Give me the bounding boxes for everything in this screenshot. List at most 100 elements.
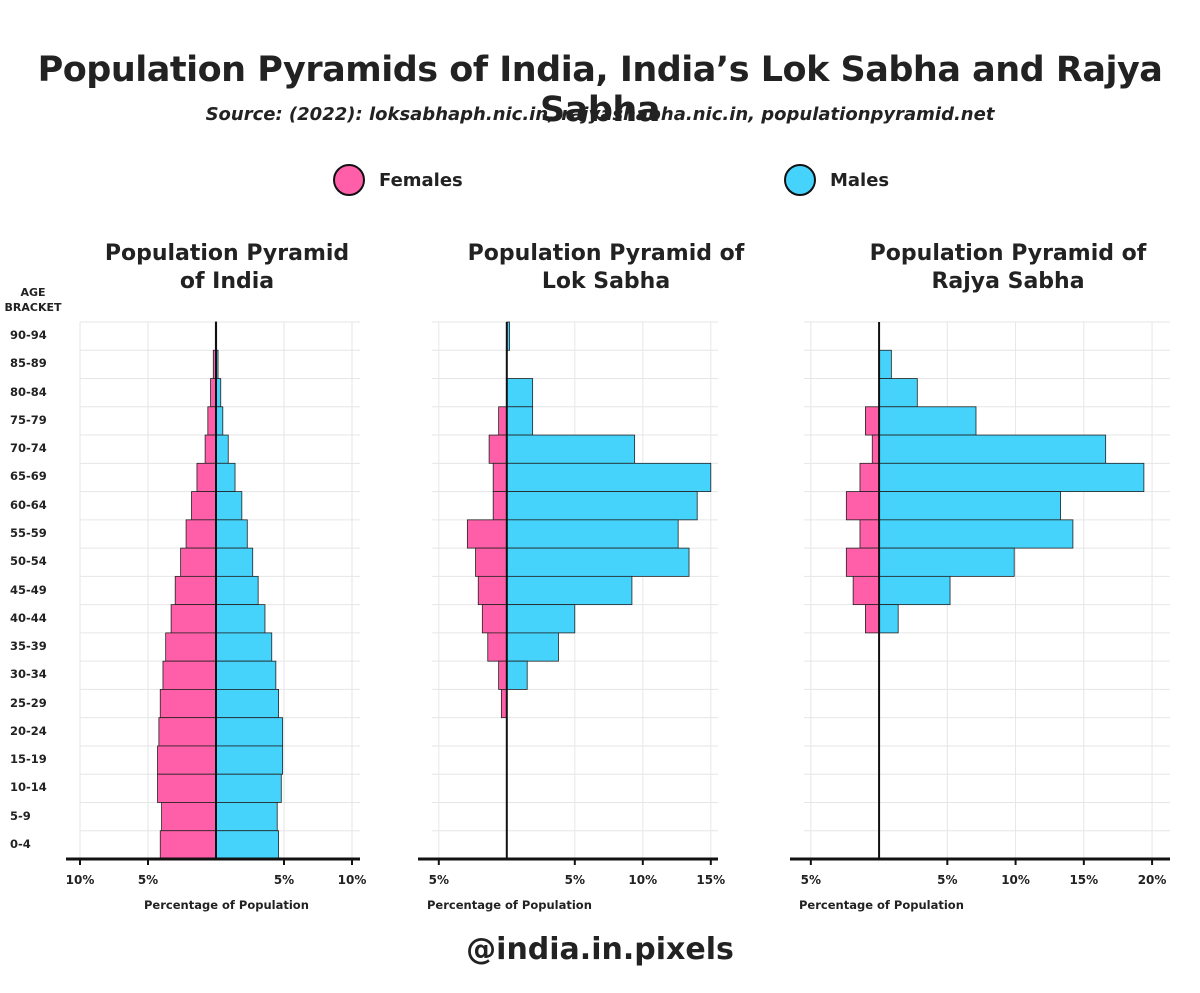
bar-males xyxy=(506,519,679,549)
bar-females xyxy=(180,547,217,577)
bar-females xyxy=(475,547,508,577)
age-label: 35-39 xyxy=(10,639,47,654)
bar-males xyxy=(878,547,1015,577)
bar-females xyxy=(487,632,508,662)
age-label: 15-19 xyxy=(10,752,47,767)
bar-males xyxy=(878,406,977,436)
legend-males: Males xyxy=(784,161,889,199)
x-axis-title: Percentage of Population xyxy=(144,898,309,912)
bar-males xyxy=(215,462,236,492)
age-axis-title-line: BRACKET xyxy=(4,301,62,314)
bar-males xyxy=(215,745,284,775)
age-label: 60-64 xyxy=(10,497,47,512)
bar-females xyxy=(845,547,880,577)
age-label: 30-34 xyxy=(10,667,47,682)
bar-females xyxy=(161,802,217,832)
x-tick-label: 20% xyxy=(1138,873,1167,887)
x-tick-label: 15% xyxy=(696,873,725,887)
bar-males xyxy=(878,349,892,379)
bar-males xyxy=(215,689,279,719)
bar-females xyxy=(481,604,508,634)
bar-females xyxy=(488,434,508,464)
bar-females xyxy=(466,519,508,549)
bar-females xyxy=(852,575,880,606)
bar-females xyxy=(859,462,880,492)
x-tick-label: 15% xyxy=(1069,873,1098,887)
bar-males xyxy=(506,406,534,436)
bar-females xyxy=(859,519,880,549)
age-axis-title-line: AGE xyxy=(20,286,46,299)
bar-males xyxy=(506,575,633,606)
bar-females xyxy=(498,660,508,690)
bar-females xyxy=(207,406,217,436)
bar-males xyxy=(878,519,1074,549)
footer-handle: @india.in.pixels xyxy=(466,932,734,967)
age-label: 85-89 xyxy=(10,356,47,371)
age-label: 20-24 xyxy=(10,723,47,738)
page-subtitle: Source: (2022): loksabhaph.nic.in, rajya… xyxy=(205,104,995,125)
bar-females xyxy=(159,830,217,860)
bar-males xyxy=(215,802,278,832)
x-tick-label: 5% xyxy=(565,873,585,887)
x-tick-label: 5% xyxy=(274,873,294,887)
x-axis-title: Percentage of Population xyxy=(799,898,964,912)
bar-females xyxy=(845,491,880,521)
bar-males xyxy=(506,547,690,577)
bar-males xyxy=(506,660,528,690)
bar-males xyxy=(878,604,899,634)
bar-females xyxy=(157,773,217,803)
bar-females xyxy=(162,660,217,690)
bar-females xyxy=(159,689,217,719)
x-tick-label: 10% xyxy=(628,873,657,887)
chart-title-line: of India xyxy=(179,269,275,294)
chart-title-line: Rajya Sabha xyxy=(931,269,1085,294)
chart-title-rajya-sabha: Population Pyramid of Rajya Sabha xyxy=(838,240,1178,296)
bar-females xyxy=(191,491,217,521)
bar-males xyxy=(215,434,229,464)
legend-males-label: Males xyxy=(830,169,890,191)
x-tick-label: 5% xyxy=(138,873,158,887)
bar-males xyxy=(506,462,712,492)
age-label: 10-14 xyxy=(10,780,47,795)
bar-females xyxy=(477,575,508,606)
age-label: 65-69 xyxy=(10,469,47,484)
bar-females xyxy=(204,434,217,464)
bar-males xyxy=(215,547,254,577)
page-title: Population Pyramids of India, India’s Lo… xyxy=(37,50,1163,130)
bar-females xyxy=(871,434,880,464)
chart-title-lok-sabha: Population Pyramid of Lok Sabha xyxy=(436,240,776,296)
x-tick-label: 5% xyxy=(801,873,821,887)
bar-males xyxy=(506,491,698,521)
bar-males xyxy=(215,717,284,747)
bar-males xyxy=(878,462,1145,492)
bar-males xyxy=(215,575,259,606)
bar-females xyxy=(165,632,217,662)
bar-males xyxy=(878,491,1062,521)
chart-title-india: Population Pyramid of India xyxy=(57,240,397,296)
bar-males xyxy=(878,434,1107,464)
bar-males xyxy=(215,604,266,634)
bar-males xyxy=(215,406,224,436)
bar-females xyxy=(185,519,217,549)
bar-males xyxy=(506,378,534,408)
bar-males xyxy=(215,773,282,803)
chart-title-line: Population Pyramid xyxy=(104,241,350,266)
x-tick-label: 5% xyxy=(937,873,957,887)
bar-males xyxy=(215,632,273,662)
legend-females-label: Females xyxy=(379,169,463,191)
bar-females xyxy=(196,462,217,492)
bar-females xyxy=(492,491,508,521)
x-tick-label: 10% xyxy=(338,873,367,887)
legend-females: Females xyxy=(333,161,463,199)
bar-males xyxy=(878,378,918,408)
bar-males xyxy=(506,632,559,662)
x-tick-label: 10% xyxy=(1001,873,1030,887)
bar-males xyxy=(506,434,636,464)
x-tick-label: 5% xyxy=(429,873,449,887)
bar-females xyxy=(157,745,217,775)
age-label: 25-29 xyxy=(10,695,47,710)
bar-females xyxy=(865,604,880,634)
females-swatch-icon xyxy=(333,164,365,196)
age-label: 75-79 xyxy=(10,412,47,427)
